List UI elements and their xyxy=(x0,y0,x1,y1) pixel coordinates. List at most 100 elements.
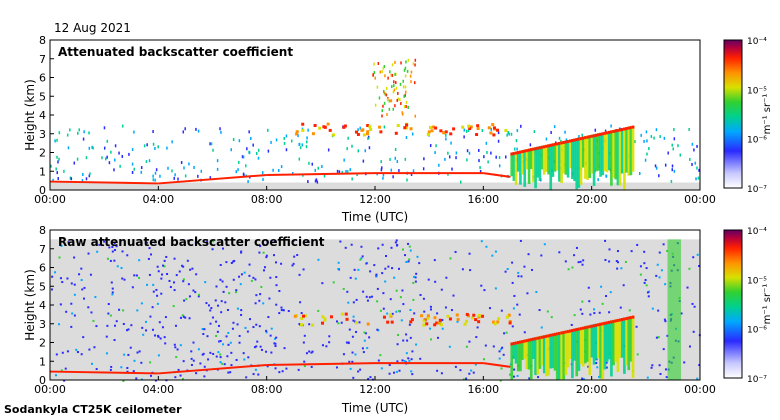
cloud-top xyxy=(521,340,524,344)
colorbar-tick-label: 10⁻⁷ xyxy=(747,375,767,385)
cloud-column xyxy=(527,338,531,370)
cloud-column xyxy=(610,130,613,186)
high-cloud xyxy=(404,85,407,89)
noise-pixel xyxy=(157,270,160,273)
noise-pixel xyxy=(248,274,251,277)
noise-pixel xyxy=(88,348,91,351)
cloud-column xyxy=(560,141,563,183)
noise-pixel xyxy=(87,306,90,309)
signal-speckle xyxy=(114,144,117,148)
cloud-column xyxy=(551,333,555,369)
noise-pixel xyxy=(408,245,411,248)
cloud-column xyxy=(564,330,568,376)
noise-pixel xyxy=(222,247,225,250)
cloud-layer xyxy=(313,123,317,127)
noise-pixel xyxy=(368,296,371,299)
signal-speckle xyxy=(467,129,470,133)
cloud-column xyxy=(581,326,585,367)
high-cloud xyxy=(409,74,412,78)
cloud-top xyxy=(575,138,579,142)
noise-pixel xyxy=(393,371,396,374)
cloud-column xyxy=(575,138,579,190)
noise-pixel xyxy=(303,360,306,363)
noise-pixel xyxy=(581,263,584,266)
signal-speckle xyxy=(145,160,148,164)
signal-speckle xyxy=(232,138,235,142)
signal-speckle xyxy=(140,166,143,170)
high-cloud xyxy=(410,80,412,84)
cloud-column xyxy=(603,131,607,172)
noise-pixel xyxy=(111,250,114,253)
cloud-layer xyxy=(448,317,452,321)
noise-pixel xyxy=(64,367,67,370)
noise-pixel xyxy=(396,343,399,346)
cloud-column xyxy=(549,143,553,190)
cloud-layer xyxy=(301,128,305,132)
noise-pixel xyxy=(247,356,250,359)
noise-pixel xyxy=(111,246,114,249)
cloud-top xyxy=(616,128,620,132)
signal-speckle xyxy=(695,177,697,181)
noise-pixel xyxy=(293,255,296,258)
signal-speckle xyxy=(336,169,339,173)
noise-pixel xyxy=(537,376,540,379)
y-tick-label: 6 xyxy=(39,262,46,275)
signal-speckle xyxy=(69,176,72,180)
signal-speckle xyxy=(347,136,349,140)
high-cloud xyxy=(399,98,401,102)
cloud-column xyxy=(547,334,550,376)
noise-pixel xyxy=(236,307,239,310)
noise-pixel xyxy=(220,311,223,314)
noise-pixel xyxy=(513,294,516,297)
cloud-layer xyxy=(496,320,500,324)
high-cloud xyxy=(382,104,384,108)
noise-pixel xyxy=(310,351,313,354)
cloud-top xyxy=(579,327,583,331)
signal-speckle xyxy=(56,171,58,175)
noise-pixel xyxy=(273,342,276,345)
signal-speckle xyxy=(108,161,111,165)
signal-speckle xyxy=(673,169,676,173)
noise-pixel xyxy=(517,275,520,278)
noise-pixel xyxy=(298,323,301,326)
x-tick-label: 00:00 xyxy=(34,383,66,396)
colorbar-gradient-1 xyxy=(723,39,743,189)
noise-pixel xyxy=(155,288,158,291)
signal-speckle xyxy=(392,175,394,179)
noise-pixel xyxy=(543,243,546,246)
noise-pixel xyxy=(616,267,619,270)
noise-pixel xyxy=(608,311,611,314)
noise-pixel xyxy=(265,350,268,353)
noise-pixel xyxy=(61,281,64,284)
signal-speckle xyxy=(197,129,200,133)
noise-pixel xyxy=(269,334,272,337)
noise-pixel xyxy=(624,260,627,263)
signal-speckle xyxy=(55,167,57,171)
noise-pixel xyxy=(321,282,324,285)
cloud-layer xyxy=(422,323,426,327)
signal-speckle xyxy=(438,163,440,167)
signal-speckle xyxy=(654,164,657,168)
signal-speckle xyxy=(463,128,466,132)
cloud-layer xyxy=(379,130,383,134)
noise-pixel xyxy=(558,251,561,254)
noise-pixel xyxy=(106,257,109,260)
noise-pixel xyxy=(410,370,413,373)
noise-pixel xyxy=(593,308,596,311)
noise-pixel xyxy=(230,364,233,367)
signal-speckle xyxy=(479,169,482,173)
cloud-top xyxy=(623,317,626,321)
cloud-layer xyxy=(318,126,322,130)
high-cloud xyxy=(384,74,386,78)
noise-pixel xyxy=(498,357,501,360)
noise-pixel xyxy=(283,347,286,350)
noise-pixel xyxy=(266,365,269,368)
signal-speckle xyxy=(118,151,120,155)
noise-pixel xyxy=(415,343,418,346)
noise-pixel xyxy=(589,313,592,316)
noise-pixel xyxy=(262,302,265,305)
noise-pixel xyxy=(258,325,261,328)
date-label: 12 Aug 2021 xyxy=(54,21,131,35)
noise-pixel xyxy=(254,368,257,371)
cloud-layer xyxy=(489,131,493,135)
